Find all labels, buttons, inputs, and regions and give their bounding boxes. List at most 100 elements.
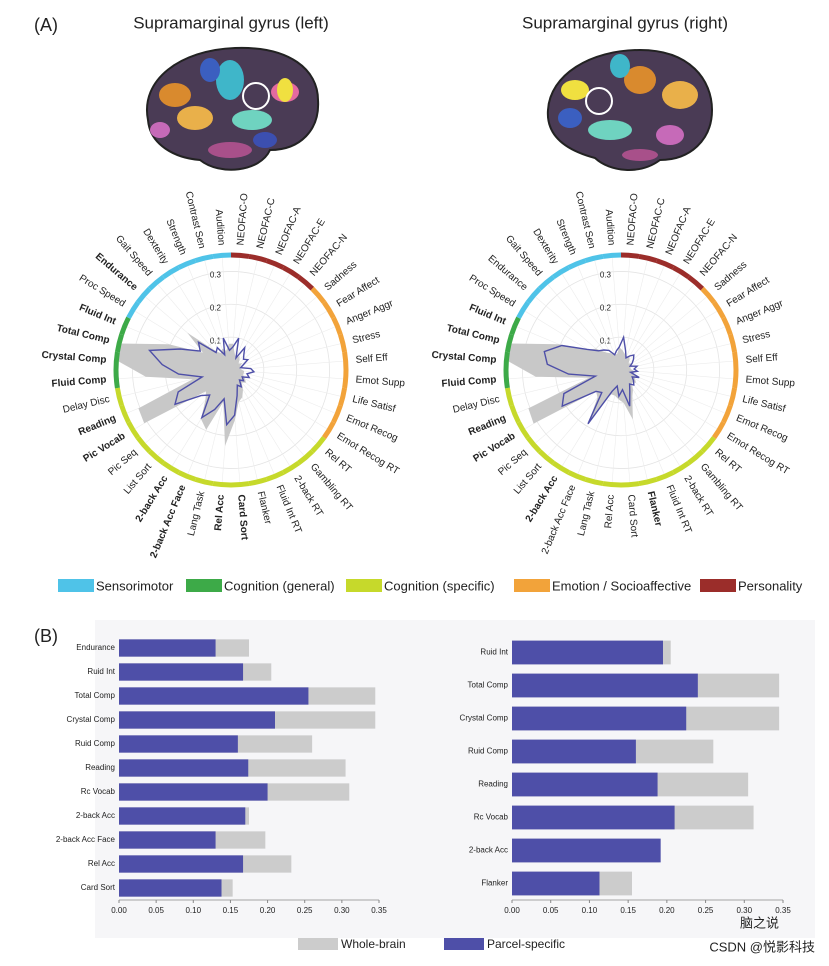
category-label: Life Satisf <box>351 394 396 415</box>
whole-brain-area <box>508 343 637 424</box>
y-tick-label: 2-back Acc <box>76 811 115 820</box>
category-label: Lang Task <box>576 489 598 537</box>
domain-arc <box>248 476 268 487</box>
category-label: Total Comp <box>55 323 110 346</box>
domain-arc <box>282 460 301 475</box>
category-label: Reading <box>467 413 508 438</box>
legend-swatch <box>298 938 338 950</box>
category-label: Rel RT <box>712 447 743 475</box>
x-tick-label: 0.35 <box>775 906 791 915</box>
bar <box>119 639 216 657</box>
domain-arc <box>567 258 587 270</box>
category-label: Flanker <box>645 490 664 527</box>
domain-arc <box>161 460 180 475</box>
bar <box>119 711 275 729</box>
y-tick-label: Ruid Int <box>87 667 115 676</box>
category-label: Card Sort <box>235 494 250 541</box>
y-tick-label: Reading <box>478 780 508 789</box>
domain-arc <box>321 300 336 319</box>
category-label: Stress <box>351 329 381 346</box>
domain-arc <box>503 369 510 389</box>
category-label: Strength <box>163 218 188 257</box>
domain-arc <box>516 300 531 319</box>
domain-arc <box>504 387 515 407</box>
domain-arc <box>177 258 197 270</box>
r-tick-label: 0.1 <box>600 336 612 345</box>
domain-arc <box>504 333 515 353</box>
x-tick-label: 0.30 <box>334 906 350 915</box>
category-label: NEOFAC-O <box>625 193 640 246</box>
category-label: Emot Supp <box>745 374 796 389</box>
domain-arc <box>700 286 717 304</box>
domain-arc <box>551 460 570 475</box>
category-label: Reading <box>77 413 118 438</box>
spoke <box>620 369 736 380</box>
domain-arc <box>711 300 726 319</box>
bar <box>119 735 238 753</box>
legend-swatch <box>700 579 736 592</box>
domain-arc <box>602 481 622 488</box>
domain-arc <box>711 421 726 440</box>
category-label: Fluid Int <box>77 302 118 327</box>
domain-arc <box>265 470 285 482</box>
domain-arc <box>516 421 531 440</box>
y-tick-label: Reading <box>85 763 115 772</box>
bar <box>119 879 222 897</box>
domain-arc <box>509 404 521 424</box>
r-tick-label: 0.1 <box>210 336 222 345</box>
domain-arc <box>212 481 232 488</box>
legend-label: Parcel-specific <box>487 937 565 951</box>
y-tick-label: 2-back Acc Face <box>56 835 116 844</box>
domain-arc <box>584 476 604 487</box>
category-label: Lang Task <box>186 489 208 537</box>
bar <box>512 838 661 863</box>
domain-arc <box>331 404 343 424</box>
x-tick-label: 0.25 <box>297 906 313 915</box>
category-label: Crystal Comp <box>41 350 107 366</box>
spoke <box>230 369 306 458</box>
domain-arc <box>721 404 733 424</box>
domain-arc <box>700 436 717 454</box>
x-tick-label: 0.05 <box>543 906 559 915</box>
domain-arc <box>537 274 555 291</box>
legend-label: Sensorimotor <box>96 578 174 593</box>
domain-arc <box>638 476 658 487</box>
y-tick-label: Crystal Comp <box>67 715 116 724</box>
bar <box>512 673 698 698</box>
spoke <box>620 271 682 371</box>
x-tick-label: 0.00 <box>504 906 520 915</box>
category-label: NEOFAC-C <box>255 197 278 250</box>
bar <box>512 871 600 896</box>
bar <box>119 759 249 777</box>
x-tick-label: 0.00 <box>111 906 127 915</box>
category-label: Rel RT <box>322 447 353 475</box>
domain-arc <box>732 351 739 371</box>
spoke <box>230 263 276 371</box>
category-label: Self Eff <box>745 352 778 365</box>
parcel-line <box>543 334 640 425</box>
category-label: Audition <box>603 209 617 246</box>
category-label: Contrast Sen <box>573 190 597 249</box>
category-label: Life Satisf <box>741 394 786 415</box>
domain-arc <box>135 286 152 304</box>
panel-label: (A) <box>34 15 58 35</box>
r-tick-label: 0.2 <box>210 303 222 312</box>
domain-arc <box>331 316 343 336</box>
domain-arc <box>147 449 165 466</box>
spoke <box>620 369 733 398</box>
legend-swatch <box>58 579 94 592</box>
brain-right <box>546 48 714 171</box>
y-tick-label: Flanker <box>481 879 508 888</box>
domain-arc <box>119 316 131 336</box>
domain-arc <box>655 470 675 482</box>
spoke <box>620 263 666 371</box>
spoke <box>230 342 343 371</box>
spoke <box>230 369 343 398</box>
domain-arc <box>337 387 348 407</box>
y-tick-label: Ruid Comp <box>468 747 509 756</box>
domain-arc <box>727 333 738 353</box>
category-label: Card Sort <box>625 494 639 538</box>
domain-arc <box>310 436 327 454</box>
domain-arc <box>620 252 640 259</box>
